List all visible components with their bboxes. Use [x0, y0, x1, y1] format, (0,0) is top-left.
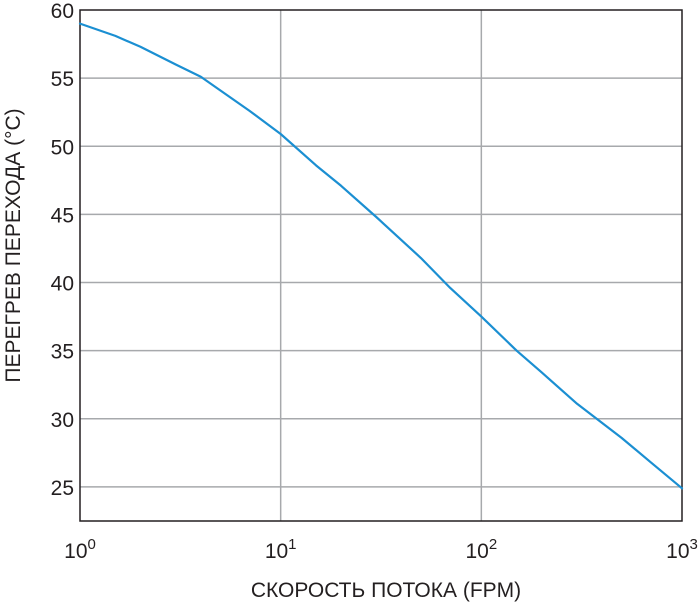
y-tick-label: 35 — [51, 341, 74, 364]
series-line — [78, 22, 684, 490]
plot-frame — [79, 9, 683, 522]
x-tick-labels: 100 101 102 103 — [64, 536, 698, 563]
y-tick-label: 40 — [51, 273, 74, 296]
y-tick-label: 55 — [51, 68, 74, 91]
grid — [80, 10, 682, 521]
series-layer — [78, 22, 684, 490]
x-tick-label: 103 — [666, 536, 698, 563]
y-tick-label: 50 — [51, 136, 74, 159]
y-tick-label: 30 — [51, 409, 74, 432]
x-tick-label: 100 — [64, 536, 96, 563]
x-tick-label: 101 — [265, 536, 297, 563]
x-axis-title: СКОРОСТЬ ПОТОКА (FPM) — [251, 579, 521, 602]
y-tick-labels: 25 30 35 40 45 50 55 60 — [51, 0, 74, 500]
y-tick-label: 45 — [51, 204, 74, 227]
y-axis-title: ПЕРЕГРЕВ ПЕРЕХОДА (°C) — [2, 108, 25, 382]
y-tick-label: 60 — [51, 0, 74, 23]
x-tick-label: 102 — [465, 536, 497, 563]
y-tick-label: 25 — [51, 477, 74, 500]
